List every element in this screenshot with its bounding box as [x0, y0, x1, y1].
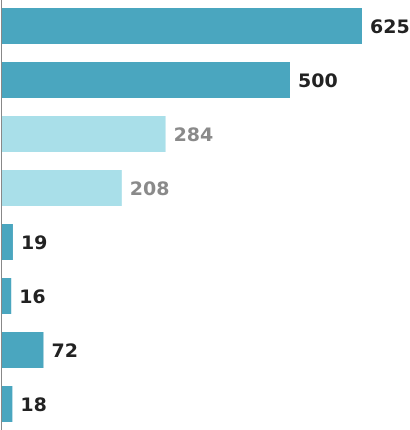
value-label-18: 18: [20, 394, 46, 416]
bar-625: [2, 8, 362, 44]
value-label-19: 19: [21, 232, 47, 254]
bar-18: [2, 386, 13, 422]
value-label-208: 208: [130, 178, 170, 200]
bar-16: [2, 278, 12, 314]
bar-284: [2, 116, 166, 152]
value-label-284: 284: [174, 124, 214, 146]
bar-72: [2, 332, 44, 368]
bars-layer: [2, 8, 362, 422]
value-label-500: 500: [298, 70, 338, 92]
bar-500: [2, 62, 290, 98]
bar-208: [2, 170, 122, 206]
value-label-625: 625: [370, 16, 410, 38]
value-label-16: 16: [19, 286, 45, 308]
value-label-72: 72: [51, 340, 77, 362]
value-labels-layer: 625 500 284 208 19 16 72 18: [19, 16, 409, 416]
bar-19: [2, 224, 13, 260]
